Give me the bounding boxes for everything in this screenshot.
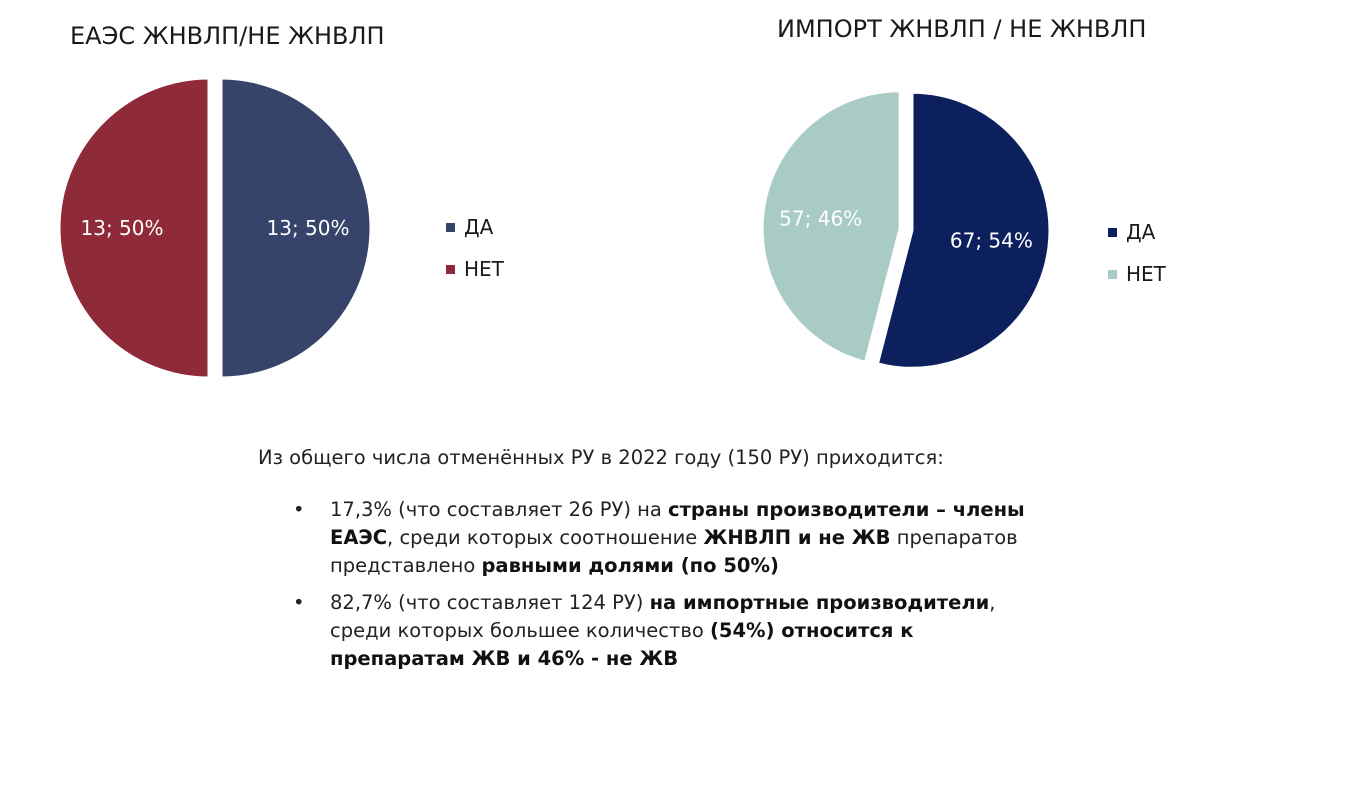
pie-slice-label-0-1: 13; 50% (81, 216, 164, 240)
pie-slice-0-0 (219, 76, 373, 380)
legend-import: ДА НЕТ (1108, 211, 1166, 295)
chart-title-import: ИМПОРТ ЖНВЛП / НЕ ЖНВЛП (777, 15, 1147, 43)
summary-bullet-0: • 17,3% (что составляет 26 РУ) на страны … (258, 496, 1058, 580)
bullet-text: 82,7% (что составляет 124 РУ) на импортн… (330, 591, 996, 670)
legend-item-1-0: ДА (1108, 211, 1166, 253)
legend-swatch (1108, 227, 1117, 237)
bullet-mark: • (293, 591, 305, 614)
legend-label: НЕТ (1126, 262, 1166, 286)
pie-slice-1-0 (875, 90, 1052, 370)
pie-slice-1-1 (760, 89, 902, 365)
pie-slice-label-1-0: 67; 54% (950, 228, 1033, 252)
legend-label: ДА (464, 215, 494, 239)
legend-item-0-1: НЕТ (446, 248, 504, 290)
bullet-mark: • (293, 498, 305, 521)
legend-label: ДА (1126, 220, 1156, 244)
pie-chart-eaes: 13; 50% 13; 50% (57, 76, 373, 380)
summary-text: Из общего числа отменённых РУ в 2022 год… (258, 444, 1058, 682)
legend-swatch (1108, 269, 1117, 279)
pie-chart-import: 67; 54% 57; 46% (760, 89, 1052, 370)
pie-slice-0-1 (57, 76, 211, 380)
legend-eaes: ДА НЕТ (446, 206, 504, 290)
bullet-text: 17,3% (что составляет 26 РУ) на страны п… (330, 498, 1025, 577)
pie-slice-label-0-0: 13; 50% (267, 216, 350, 240)
summary-bullets: • 17,3% (что составляет 26 РУ) на страны … (258, 496, 1058, 673)
legend-label: НЕТ (464, 257, 504, 281)
legend-swatch (446, 264, 455, 274)
summary-bullet-1: • 82,7% (что составляет 124 РУ) на импорт… (258, 589, 1058, 673)
legend-swatch (446, 222, 455, 232)
summary-intro: Из общего числа отменённых РУ в 2022 год… (258, 446, 944, 469)
legend-item-0-0: ДА (446, 206, 504, 248)
chart-title-eaes: ЕАЭС ЖНВЛП/НЕ ЖНВЛП (70, 22, 385, 50)
pie-slice-label-1-1: 57; 46% (779, 207, 862, 231)
legend-item-1-1: НЕТ (1108, 253, 1166, 295)
